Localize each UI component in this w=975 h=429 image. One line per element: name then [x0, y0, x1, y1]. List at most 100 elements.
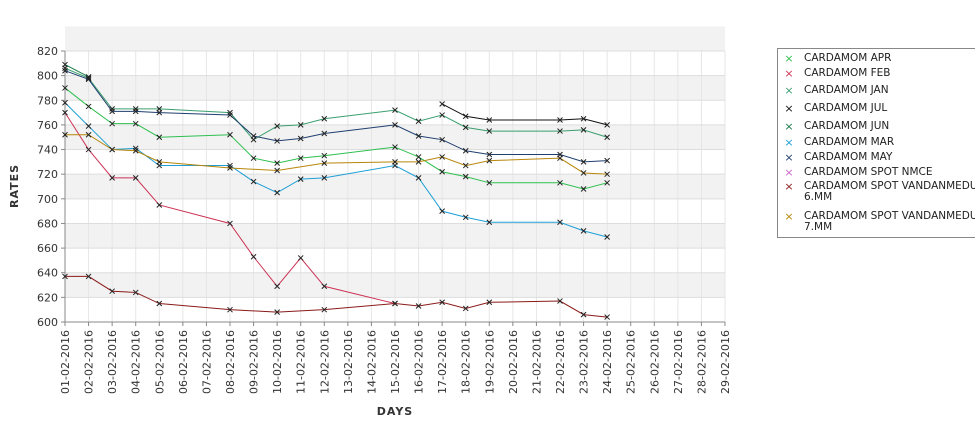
- data-point: [486, 151, 493, 158]
- x-tick-label: 21-02-2016: [530, 330, 543, 394]
- data-point: [604, 122, 610, 128]
- data-point: [604, 171, 610, 178]
- data-point: [85, 273, 92, 280]
- data-point: [321, 115, 328, 122]
- data-point: [439, 136, 445, 143]
- legend-item: × CARDAMOM MAY: [782, 152, 892, 164]
- y-tick-label: 760: [37, 119, 58, 132]
- plot-band: [65, 26, 725, 51]
- data-point: [297, 122, 304, 128]
- data-point: [486, 157, 493, 164]
- data-point: [156, 134, 163, 141]
- legend-label: CARDAMOM SPOT NMCE: [804, 166, 933, 178]
- data-point: [580, 311, 587, 318]
- data-point: [415, 159, 422, 165]
- x-tick-labels: 01-02-2016 02-02-2016 03-02-2016 04-02-2016…: [59, 322, 732, 394]
- data-point: [392, 144, 398, 150]
- legend-marker-icon: ×: [784, 166, 794, 179]
- grid-lines: [64, 50, 726, 323]
- x-tick-label: 28-02-2016: [695, 330, 708, 394]
- data-point: [156, 159, 163, 165]
- series-3: [62, 65, 610, 143]
- data-point: [250, 155, 257, 162]
- legend-item: × CARDAMOM JUL: [782, 102, 887, 115]
- x-tick-label: 08-02-2016: [224, 330, 237, 394]
- data-point: [227, 220, 233, 227]
- data-point: [156, 202, 163, 208]
- data-point: [297, 255, 304, 261]
- data-point: [227, 165, 233, 171]
- legend-label: CARDAMOM JAN: [804, 84, 889, 96]
- y-tick-label: 780: [37, 94, 58, 107]
- data-point: [415, 175, 422, 181]
- data-point: [250, 133, 257, 139]
- x-tick-label: 22-02-2016: [554, 330, 567, 394]
- legend-item: × CARDAMOM SPOT NMCE: [782, 166, 933, 179]
- data-point: [85, 103, 92, 110]
- legend-item: × CARDAMOM SPOT VANDANMEDU 6.MM: [782, 181, 975, 203]
- series-line: [64, 102, 608, 238]
- data-point: [321, 152, 328, 159]
- x-tick-label: 11-02-2016: [295, 330, 308, 394]
- data-point: [557, 298, 563, 304]
- y-tick-label: 600: [37, 316, 58, 329]
- data-point: [557, 179, 563, 186]
- data-point: [274, 160, 280, 166]
- series-6: [62, 99, 610, 240]
- legend-label: CARDAMOM APR: [804, 52, 892, 64]
- data-point: [557, 128, 563, 134]
- data-point: [415, 133, 422, 139]
- legend-label: CARDAMOM JUN: [804, 120, 890, 132]
- data-point: [85, 76, 92, 83]
- data-point: [462, 162, 469, 169]
- x-tick-label: 05-02-2016: [153, 330, 166, 394]
- x-tick-label: 18-02-2016: [460, 330, 473, 394]
- series-line: [65, 134, 608, 175]
- data-point: [321, 130, 328, 137]
- legend-marker-icon: ×: [784, 52, 794, 65]
- data-point: [227, 162, 233, 169]
- legend-marker-icon: ×: [784, 120, 794, 133]
- x-tick-label: 16-02-2016: [413, 330, 426, 394]
- y-tick-label: 620: [37, 291, 58, 304]
- data-point: [109, 106, 115, 112]
- data-point: [462, 113, 469, 120]
- data-point: [132, 175, 139, 181]
- data-point: [604, 234, 610, 240]
- data-point: [462, 147, 469, 154]
- legend-item: × CARDAMOM SPOT VANDANMEDU 7.MM: [782, 211, 975, 233]
- data-point: [132, 120, 139, 127]
- data-point: [109, 175, 115, 181]
- legend-label: CARDAMOM SPOT VANDANMEDU 6.MM: [804, 180, 975, 203]
- data-point: [274, 123, 280, 129]
- data-point: [62, 67, 68, 74]
- series-line: [65, 275, 608, 318]
- series-1: [62, 85, 610, 192]
- x-tick-label: 12-02-2016: [318, 330, 331, 394]
- x-tick-label: 25-02-2016: [625, 330, 638, 394]
- x-tick-label: 13-02-2016: [342, 330, 355, 394]
- legend-item: × CARDAMOM MAR: [782, 137, 894, 149]
- data-point: [109, 288, 115, 295]
- data-point: [227, 109, 233, 116]
- data-point: [580, 126, 587, 133]
- data-point: [604, 179, 610, 186]
- data-point: [415, 303, 422, 309]
- legend-label: CARDAMOM SPOT VANDANMEDU 7.MM: [804, 210, 975, 233]
- data-point: [462, 214, 469, 221]
- data-point: [227, 112, 233, 118]
- x-tick-label: 01-02-2016: [59, 330, 72, 394]
- x-tick-label: 06-02-2016: [177, 330, 190, 394]
- legend-marker-icon: ×: [784, 102, 794, 115]
- data-point: [580, 170, 587, 176]
- data-point: [604, 134, 610, 141]
- data-point: [439, 154, 445, 160]
- data-point: [132, 289, 139, 296]
- data-point: [439, 168, 445, 175]
- data-point: [580, 186, 587, 192]
- data-point: [62, 61, 68, 68]
- data-point: [557, 219, 563, 226]
- y-tick-label: 700: [37, 193, 58, 206]
- data-point: [580, 115, 587, 122]
- data-point: [274, 283, 280, 290]
